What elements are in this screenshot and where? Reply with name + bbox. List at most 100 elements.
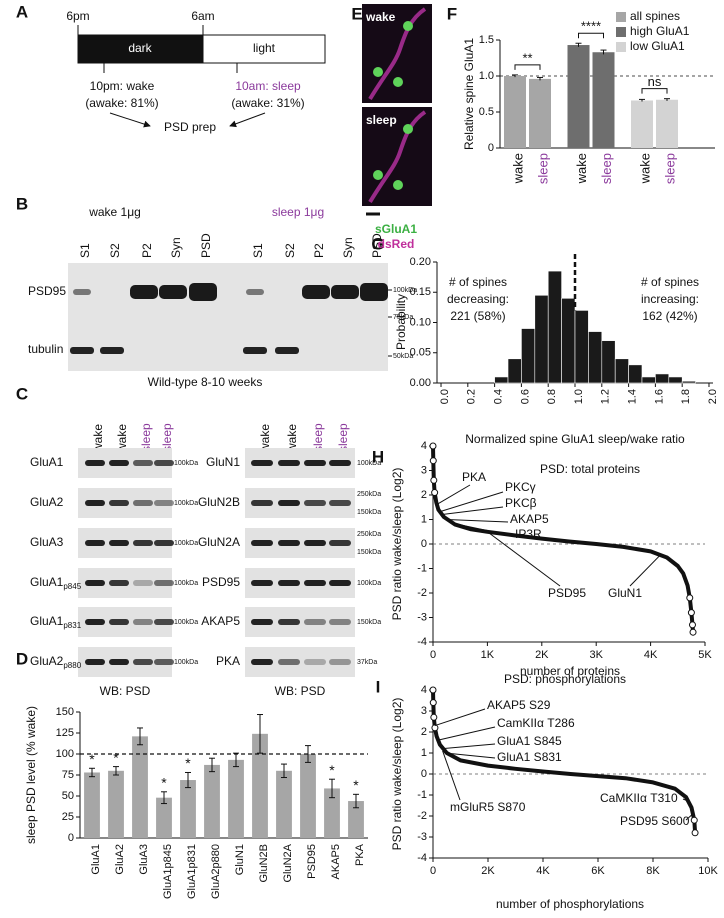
spine [373,170,383,180]
x-tick-label: 2K [481,865,495,877]
bar [567,45,590,148]
x-tick-label: GluA1p831 [186,844,198,899]
annotation: PKCβ [505,496,537,510]
band [278,619,300,625]
size-marker: 37kDa [357,659,377,666]
x-tick-label: wake [574,153,589,184]
band [154,500,174,506]
legend-label: high GluA1 [630,24,690,38]
annotation: 221 (58%) [450,309,505,323]
legend-swatch [616,27,626,37]
y-tick-label: 0.05 [410,347,431,359]
band [329,500,351,506]
spine [393,180,403,190]
row-label: GluA2 [30,495,64,509]
band [246,289,264,295]
band [159,285,187,299]
y-tick-label: 0.5 [479,106,494,118]
x-tick-label: 6K [591,865,605,877]
x-axis-label: number of proteins [520,664,620,678]
bar [156,797,172,838]
annotation: decreasing: [447,292,509,306]
annotation-line [441,506,504,516]
band [154,460,174,466]
spine [403,124,413,134]
y-tick-label: 25 [62,811,74,823]
band [154,619,174,625]
bar [592,52,615,148]
histogram-bar [494,376,509,384]
band [133,580,153,586]
size-marker: 150kDa [357,549,381,556]
x-tick-label: 1.8 [680,389,692,404]
band [304,619,326,625]
bar [631,100,653,148]
significance-bracket [578,32,604,39]
band [278,460,300,466]
y-tick-label: -2 [417,810,427,822]
bar [504,76,526,148]
size-marker: 75kDa [393,314,413,321]
bar [108,770,124,838]
band [251,540,273,546]
histogram-bar [588,331,603,384]
y-tick-label: 100 [56,748,74,760]
x-tick-label: 0.4 [493,389,505,404]
band [85,500,105,506]
annotation: GluN1 [608,586,642,600]
row-label: AKAP5 [201,614,240,628]
x-tick-label: 0.0 [439,389,451,404]
y-tick-label: 0 [421,768,427,780]
y-tick-label: -4 [417,852,427,864]
band [133,619,153,625]
x-tick-label: 0 [430,865,436,877]
x-tick-label: 5K [698,649,712,661]
point [691,829,699,837]
annotation: CaMKIIα T310 [600,791,678,805]
size-marker: 100kDa [357,460,381,467]
point [689,628,697,636]
y-tick-label: 2 [421,726,427,738]
column-label: wake [285,424,299,453]
x-tick-label: PKA [354,843,366,866]
x-tick-label: 2K [535,649,549,661]
band [329,580,351,586]
significance: * [329,762,335,778]
y-tick-label: 0 [68,832,74,844]
x-axis-label: Normalized spine GluA1 sleep/wake ratio [465,432,685,446]
lane-label: Syn [341,237,355,258]
legend-label: low GluA1 [630,39,685,53]
bar [656,99,678,148]
lane-label: P2 [312,243,326,258]
y-tick-label: 4 [421,440,427,452]
band [278,540,300,546]
band [109,540,129,546]
point [429,457,437,465]
histogram-bar [681,380,696,384]
y-tick-label: 0.10 [410,316,431,328]
annotation: AKAP5 S29 [487,698,551,712]
condition-label: sleep [366,113,397,127]
sleep-time: 10am: sleep [235,79,301,93]
annotation-line [629,553,662,587]
panel-letter: A [16,2,28,21]
size-marker: 100kDa [357,580,381,587]
wake-time: 10pm: wake [90,79,155,93]
significance: * [161,775,167,791]
band [304,540,326,546]
arrow [109,112,151,128]
annotation-line [437,726,496,741]
x-axis-label: number of phosphorylations [496,897,644,911]
condition-label: wake [365,10,396,24]
y-tick-label: 0.00 [410,377,431,389]
annotation: AKAP5 [510,512,549,526]
size-marker: 100kDa [393,287,417,294]
x-tick-label: 0.8 [546,389,558,404]
x-tick-label: AKAP5 [330,844,342,879]
row-label: PSD95 [28,284,66,298]
band [73,289,91,295]
band [278,580,300,586]
significance-bracket [514,64,541,70]
band [154,659,174,665]
point [429,686,437,694]
